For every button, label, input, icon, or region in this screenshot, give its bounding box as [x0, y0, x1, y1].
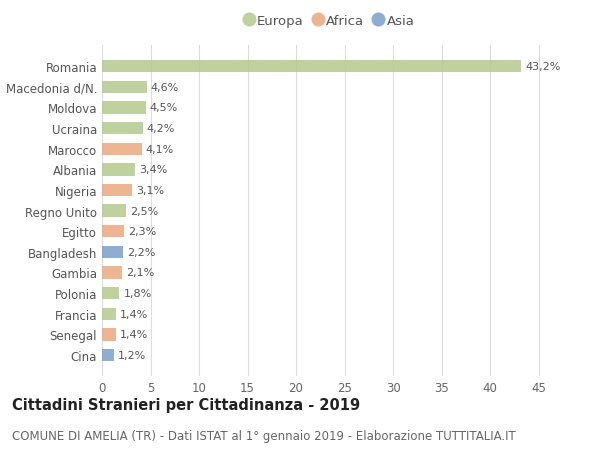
Bar	[102, 329, 116, 341]
Text: 2,1%: 2,1%	[126, 268, 155, 278]
Text: 4,6%: 4,6%	[151, 83, 179, 93]
Text: 2,3%: 2,3%	[128, 227, 157, 237]
Bar	[102, 287, 119, 300]
Text: 1,8%: 1,8%	[124, 288, 152, 298]
Text: 1,4%: 1,4%	[119, 309, 148, 319]
Bar	[102, 123, 143, 135]
Text: 4,1%: 4,1%	[146, 145, 174, 154]
Bar	[102, 267, 122, 279]
Text: Cittadini Stranieri per Cittadinanza - 2019: Cittadini Stranieri per Cittadinanza - 2…	[12, 397, 360, 412]
Text: 3,4%: 3,4%	[139, 165, 167, 175]
Text: 3,1%: 3,1%	[136, 185, 164, 196]
Text: 4,5%: 4,5%	[149, 103, 178, 113]
Bar	[102, 246, 124, 258]
Text: 4,2%: 4,2%	[146, 124, 175, 134]
Bar	[102, 308, 116, 320]
Text: 2,5%: 2,5%	[130, 206, 158, 216]
Bar	[102, 205, 126, 217]
Text: 2,2%: 2,2%	[127, 247, 155, 257]
Bar	[102, 82, 146, 94]
Bar	[102, 225, 124, 238]
Text: 1,2%: 1,2%	[118, 350, 146, 360]
Text: 43,2%: 43,2%	[525, 62, 560, 72]
Text: COMUNE DI AMELIA (TR) - Dati ISTAT al 1° gennaio 2019 - Elaborazione TUTTITALIA.: COMUNE DI AMELIA (TR) - Dati ISTAT al 1°…	[12, 429, 516, 442]
Legend: Europa, Africa, Asia: Europa, Africa, Asia	[240, 10, 420, 34]
Bar	[102, 164, 135, 176]
Bar	[102, 185, 132, 197]
Bar	[102, 61, 521, 73]
Bar	[102, 349, 113, 361]
Bar	[102, 143, 142, 156]
Text: 1,4%: 1,4%	[119, 330, 148, 340]
Bar	[102, 102, 146, 114]
